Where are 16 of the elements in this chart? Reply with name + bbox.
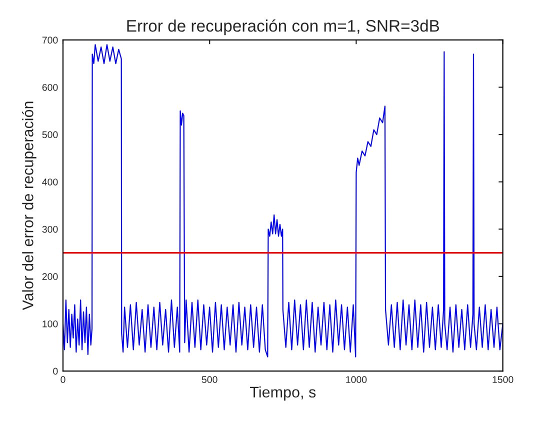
chart-title: Error de recuperación con m=1, SNR=3dB: [127, 19, 440, 36]
y-tick-label: 100: [42, 320, 58, 328]
y-tick-label: 400: [42, 178, 58, 186]
y-tick-label: 300: [42, 226, 58, 233]
line-series: [62, 44, 503, 358]
x-tick-label: 1000: [346, 376, 367, 384]
x-tick-label: 1500: [492, 376, 514, 384]
y-tick-label: 0: [53, 368, 58, 375]
y-tick-label: 500: [42, 131, 58, 138]
x-tick-label: 0: [60, 376, 66, 384]
y-tick-label: 200: [42, 273, 58, 280]
y-tick-label: 600: [42, 84, 58, 91]
y-axis-title: Valor del error de recuperación: [22, 102, 36, 310]
x-axis-title: Tiempo, s: [250, 386, 316, 401]
y-tick-label: 700: [42, 36, 58, 44]
x-tick-label: 500: [202, 376, 218, 384]
